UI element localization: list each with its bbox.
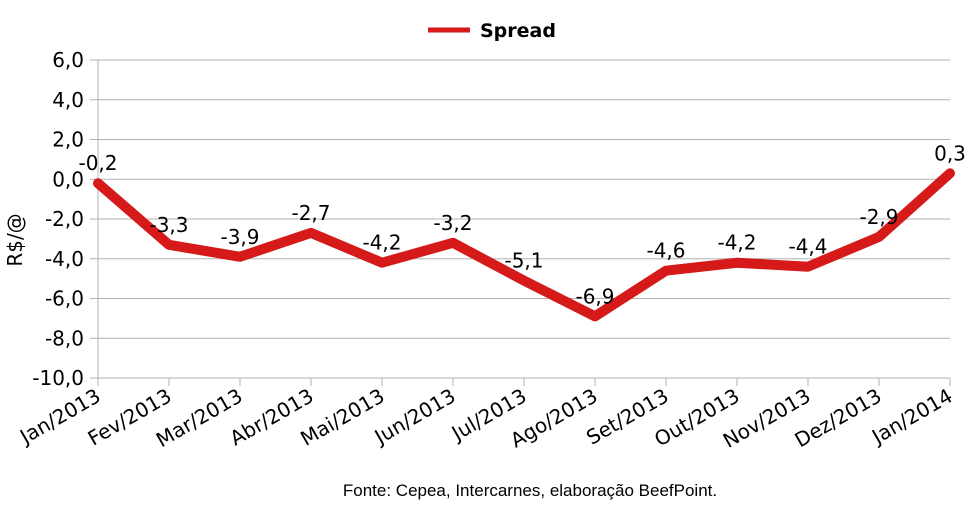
- y-tick-labels: 6,0 4,0 2,0 0,0 -2,0 -4,0 -6,0 -8,0 -10,0: [32, 48, 84, 390]
- data-label: -3,9: [220, 225, 259, 249]
- data-point: [523, 279, 525, 282]
- y-tick-label: 6,0: [52, 48, 84, 72]
- data-point: [381, 261, 383, 264]
- data-label: -2,7: [291, 201, 330, 225]
- data-label: -4,2: [717, 231, 756, 255]
- data-point: [310, 231, 312, 234]
- series-spread: [93, 168, 955, 322]
- data-label: -4,2: [362, 231, 401, 255]
- data-labels: -0,2 -3,3 -3,9 -2,7 -4,2 -3,2 -5,1 -6,9 -4,6 -4,2…: [78, 141, 965, 308]
- data-point: [594, 315, 596, 318]
- y-tick-label: -2,0: [45, 207, 84, 231]
- data-label: -4,6: [646, 239, 685, 263]
- data-point: [665, 269, 667, 272]
- data-point: [239, 255, 241, 258]
- data-label: 0,3: [934, 141, 966, 165]
- y-tick-label: -4,0: [45, 247, 84, 271]
- y-tick-label: 2,0: [52, 128, 84, 152]
- data-point: [168, 243, 170, 246]
- y-axis-title: R$/@: [3, 213, 27, 266]
- y-tick-label: -8,0: [45, 326, 84, 350]
- data-point: [807, 265, 809, 268]
- legend: Spread: [428, 20, 556, 42]
- data-point: [736, 261, 738, 264]
- y-tick-label: -10,0: [32, 366, 84, 390]
- y-tick-label: -6,0: [45, 287, 84, 311]
- data-point: [878, 235, 880, 238]
- data-label: -6,9: [575, 284, 614, 308]
- data-label: -3,2: [433, 211, 472, 235]
- data-point: [949, 172, 951, 175]
- data-label: -5,1: [504, 249, 543, 273]
- grid-lines: [90, 59, 950, 379]
- data-label: -2,9: [859, 205, 898, 229]
- source-note: Fonte: Cepea, Intercarnes, elaboração Be…: [343, 481, 717, 500]
- data-label: -0,2: [78, 151, 117, 175]
- y-tick-label: 4,0: [52, 88, 84, 112]
- data-label: -3,3: [149, 213, 188, 237]
- x-tick-label: Jun/2013: [369, 384, 460, 450]
- y-tick-label: 0,0: [52, 167, 84, 191]
- data-point: [452, 241, 454, 244]
- data-point: [97, 182, 99, 185]
- data-label: -4,4: [788, 235, 827, 259]
- axes: [90, 60, 951, 386]
- legend-label-spread: Spread: [480, 20, 556, 42]
- x-tick-labels: Jan/2013Fev/2013Mar/2013Abr/2013Mai/2013…: [14, 384, 956, 453]
- x-tick-label: Jan/2014: [866, 384, 956, 450]
